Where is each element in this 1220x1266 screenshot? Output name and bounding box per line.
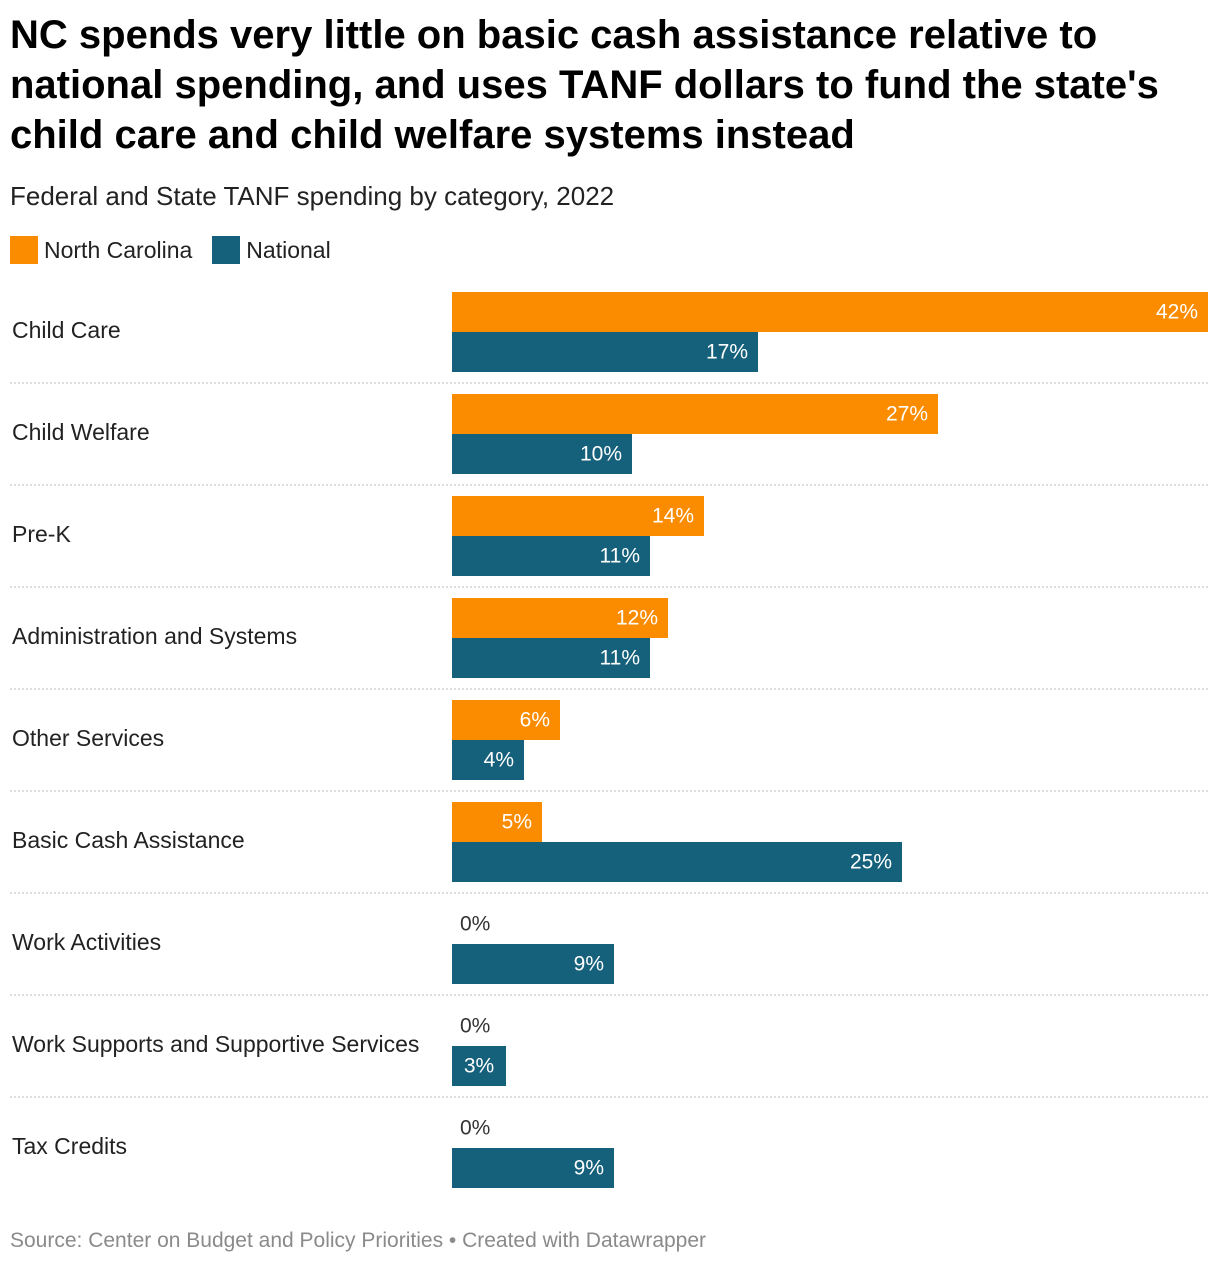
- value-label-national-basic-cash-assistance: 25%: [850, 851, 892, 874]
- category-label-other-services: Other Services: [12, 725, 164, 751]
- value-label-national-pre-k: 11%: [600, 545, 640, 568]
- bar-national-tax-credits: [452, 1148, 614, 1188]
- category-group-work-supports-and-supportive-services: Work Supports and Supportive Services 0% 3…: [12, 1015, 506, 1086]
- value-label-north-carolina-other-services: 6%: [520, 709, 550, 732]
- legend-item-north-carolina: North Carolina: [10, 236, 192, 264]
- category-label-administration-and-systems: Administration and Systems: [12, 623, 297, 649]
- legend-item-national: National: [212, 236, 331, 264]
- category-group-administration-and-systems: Administration and Systems 12% 11%: [12, 598, 668, 678]
- value-label-north-carolina-child-care: 42%: [1156, 301, 1198, 324]
- chart-subtitle: Federal and State TANF spending by categ…: [10, 181, 615, 211]
- value-label-north-carolina-work-activities: 0%: [460, 913, 490, 936]
- bar-national-other-services: [452, 740, 524, 780]
- bar-national-child-welfare: [452, 434, 632, 474]
- bar-north-carolina-administration-and-systems: [452, 598, 668, 638]
- category-group-child-care: Child Care 42% 17%: [12, 292, 1208, 372]
- category-group-basic-cash-assistance: Basic Cash Assistance 5% 25%: [12, 802, 902, 882]
- category-group-pre-k: Pre-K 14% 11%: [12, 496, 704, 576]
- bar-national-basic-cash-assistance: [452, 842, 902, 882]
- category-group-child-welfare: Child Welfare 27% 10%: [12, 394, 938, 474]
- value-label-north-carolina-work-supports-and-supportive-services: 0%: [460, 1015, 490, 1038]
- category-label-pre-k: Pre-K: [12, 521, 71, 547]
- bar-chart: Child Care 42% 17% Child Welfare 27% 10% Pre-K…: [10, 292, 1208, 1188]
- category-label-tax-credits: Tax Credits: [12, 1133, 127, 1159]
- category-label-basic-cash-assistance: Basic Cash Assistance: [12, 827, 245, 853]
- value-label-north-carolina-pre-k: 14%: [652, 505, 694, 528]
- value-label-national-child-care: 17%: [706, 341, 748, 364]
- legend-swatch-national: [212, 236, 241, 264]
- bar-national-work-activities: [452, 944, 614, 984]
- value-label-national-work-activities: 9%: [574, 953, 604, 976]
- category-label-child-welfare: Child Welfare: [12, 419, 150, 445]
- category-group-tax-credits: Tax Credits 0% 9%: [12, 1117, 614, 1188]
- legend-label-national: National: [246, 237, 331, 263]
- value-label-national-child-welfare: 10%: [580, 443, 622, 466]
- bar-north-carolina-child-care: [452, 292, 1208, 332]
- legend-swatch-north-carolina: [10, 236, 38, 264]
- source-footer: Source: Center on Budget and Policy Prio…: [10, 1229, 707, 1252]
- category-group-other-services: Other Services 6% 4%: [12, 700, 560, 780]
- value-label-north-carolina-tax-credits: 0%: [460, 1117, 490, 1140]
- category-label-work-supports-and-supportive-services: Work Supports and Supportive Services: [12, 1031, 419, 1057]
- chart-title: NC spends very little on basic cash assi…: [10, 13, 1159, 157]
- value-label-national-administration-and-systems: 11%: [600, 647, 640, 670]
- bar-north-carolina-child-welfare: [452, 394, 938, 434]
- bar-north-carolina-pre-k: [452, 496, 704, 536]
- value-label-national-other-services: 4%: [484, 749, 514, 772]
- value-label-national-tax-credits: 9%: [574, 1157, 604, 1180]
- bar-north-carolina-basic-cash-assistance: [452, 802, 542, 842]
- category-label-child-care: Child Care: [12, 317, 121, 343]
- bar-national-work-supports-and-supportive-services: [452, 1046, 506, 1086]
- value-label-north-carolina-child-welfare: 27%: [886, 403, 928, 426]
- bar-north-carolina-other-services: [452, 700, 560, 740]
- bar-national-administration-and-systems: [452, 638, 650, 678]
- category-group-work-activities: Work Activities 0% 9%: [12, 913, 614, 984]
- value-label-north-carolina-administration-and-systems: 12%: [616, 607, 658, 630]
- bar-national-pre-k: [452, 536, 650, 576]
- value-label-national-work-supports-and-supportive-services: 3%: [464, 1055, 494, 1078]
- category-label-work-activities: Work Activities: [12, 929, 161, 955]
- legend-label-north-carolina: North Carolina: [44, 237, 193, 263]
- value-label-north-carolina-basic-cash-assistance: 5%: [502, 811, 532, 834]
- legend: North Carolina National: [10, 232, 351, 268]
- bar-national-child-care: [452, 332, 758, 372]
